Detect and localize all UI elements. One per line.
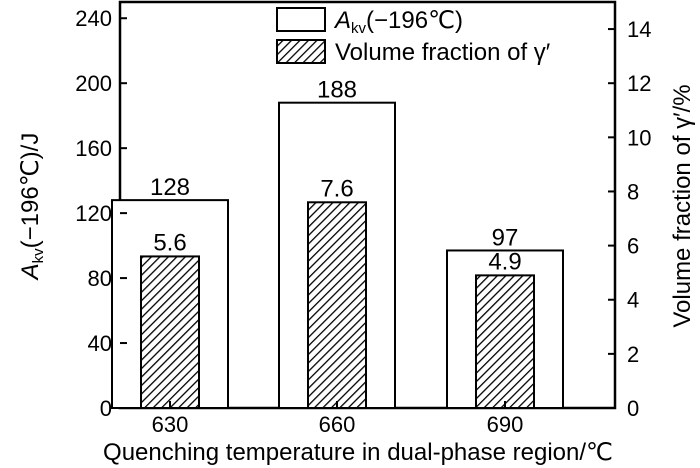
x-tick-label-660: 660: [319, 412, 356, 437]
y-right-tick-label-12: 12: [627, 71, 651, 96]
ticks-layer: 630 660 690 0 40 80 120 160 200 240 0 2 4 6 8 10 12 14: [75, 6, 651, 437]
legend-label-akv: Akv(−196℃): [333, 7, 463, 37]
y-right-tick-label-10: 10: [627, 125, 651, 150]
legend: Akv(−196℃) Volume fraction of γ′: [276, 7, 551, 66]
data-label-akv-690: 97: [492, 224, 519, 251]
y-right-tick-label-4: 4: [627, 288, 639, 313]
y-right-tick-label-14: 14: [627, 17, 651, 42]
y-right-tick-label-8: 8: [627, 179, 639, 204]
y-axis-right-label: Volume fraction of γ′/%: [669, 84, 696, 327]
legend-swatch-white: [276, 7, 326, 32]
y-right-tick-label-6: 6: [627, 234, 639, 259]
y-axis-left-label: Akv(−196℃)/J: [17, 133, 47, 282]
bar-volume-fraction-660: [307, 201, 367, 409]
x-tick-label-630: 630: [152, 412, 189, 437]
y-left-tick-label-40: 40: [88, 331, 112, 356]
y-left-tick-label-80: 80: [88, 266, 112, 291]
bar-volume-fraction-690: [475, 274, 535, 409]
x-axis-label: Quenching temperature in dual-phase regi…: [103, 439, 613, 466]
y-left-tick-label-240: 240: [75, 6, 112, 31]
y-left-tick-label-120: 120: [75, 201, 112, 226]
data-label-volume-fraction-630: 5.6: [153, 229, 186, 256]
data-label-volume-fraction-690: 4.9: [488, 248, 521, 275]
legend-swatch-hatched: [276, 39, 326, 64]
y-left-tick-label-0: 0: [100, 396, 112, 421]
bar-volume-fraction-630: [140, 255, 200, 409]
data-labels-layer: 128 5.6 188 7.6 974.9: [150, 77, 522, 276]
y-left-tick-label-160: 160: [75, 136, 112, 161]
data-label-akv-660: 188: [317, 77, 357, 104]
y-left-tick-label-200: 200: [75, 71, 112, 96]
y-right-tick-label-0: 0: [627, 396, 639, 421]
data-label-volume-fraction-660: 7.6: [320, 175, 353, 202]
y-right-tick-label-2: 2: [627, 342, 639, 367]
x-tick-label-690: 690: [487, 412, 524, 437]
legend-label-volume-fraction: Volume fraction of γ′: [335, 39, 551, 66]
data-label-akv-630: 128: [150, 174, 190, 201]
